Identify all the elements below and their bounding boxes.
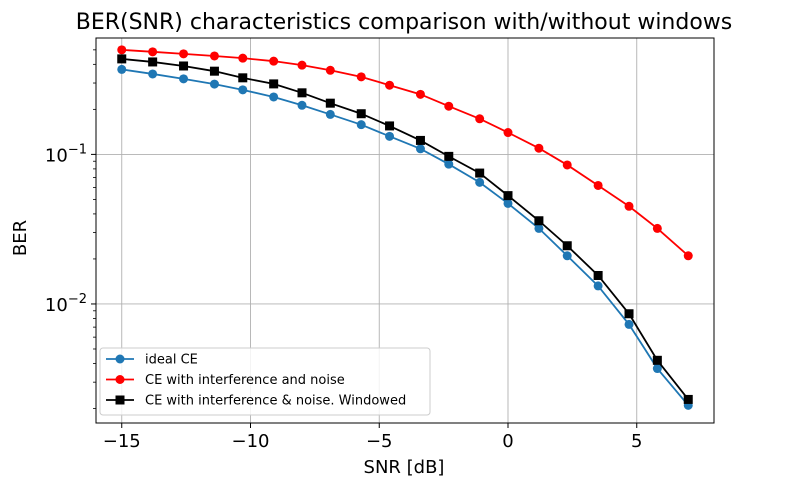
data-point	[652, 355, 662, 365]
legend-box	[99, 347, 431, 416]
data-point	[356, 109, 366, 119]
data-point	[475, 114, 485, 124]
data-point	[209, 79, 219, 89]
ticks-layer: −15 −10 −5 0 5 10−1 10−2	[45, 49, 642, 452]
data-point	[593, 281, 603, 291]
series-2	[117, 45, 693, 261]
data-point	[269, 79, 279, 89]
x-tick-label: −10	[232, 431, 270, 452]
legend-marker	[115, 354, 125, 364]
data-point	[534, 216, 544, 226]
data-point	[297, 88, 307, 98]
series-1	[117, 64, 693, 410]
data-point	[503, 191, 513, 201]
data-point	[534, 143, 544, 153]
data-point	[652, 223, 662, 233]
data-point	[562, 241, 572, 251]
x-axis-label: SNR [dB]	[364, 457, 445, 478]
data-point	[356, 72, 366, 82]
legend-entry: ideal CE	[106, 353, 198, 368]
series-layer	[117, 45, 693, 410]
y-tick-label: 10−2	[45, 292, 87, 316]
data-point	[209, 66, 219, 76]
legend-entry: CE with interference & noise. Windowed	[106, 394, 406, 409]
data-point	[269, 92, 279, 102]
legend-marker	[115, 375, 125, 384]
data-point	[415, 135, 425, 145]
data-point	[624, 309, 634, 319]
data-point	[475, 168, 485, 178]
data-point	[269, 56, 279, 66]
data-point	[148, 57, 158, 67]
data-point	[117, 54, 127, 64]
data-point	[562, 251, 572, 261]
data-point	[415, 89, 425, 99]
data-point	[117, 64, 127, 74]
data-point	[593, 180, 603, 190]
legend: ideal CE CE with interference and noise CE…	[99, 347, 431, 416]
data-point	[179, 61, 189, 71]
plot-area-frame	[95, 37, 715, 424]
legend-entry: CE with interference and noise	[106, 373, 345, 388]
x-tick-label: 5	[631, 431, 642, 452]
data-point	[356, 120, 366, 130]
data-point	[117, 45, 127, 55]
data-point	[325, 65, 335, 75]
series-line	[121, 68, 689, 406]
data-point	[593, 270, 603, 280]
data-point	[683, 251, 693, 261]
series-3	[117, 54, 693, 404]
data-point	[444, 101, 454, 111]
data-point	[385, 80, 395, 90]
data-point	[325, 98, 335, 108]
data-point	[503, 198, 513, 208]
y-axis-label: BER	[10, 220, 31, 256]
data-point	[562, 160, 572, 170]
x-tick-label: −5	[366, 431, 393, 452]
data-point	[238, 53, 248, 63]
data-point	[624, 319, 634, 329]
data-point	[683, 394, 693, 404]
legend-label: CE with interference & noise. Windowed	[145, 394, 406, 409]
data-point	[624, 201, 634, 211]
series-line	[121, 57, 689, 400]
data-point	[148, 69, 158, 79]
data-point	[385, 121, 395, 131]
data-point	[297, 100, 307, 110]
legend-label: CE with interference and noise	[145, 373, 345, 388]
x-tick-label: −15	[103, 431, 141, 452]
data-point	[444, 151, 454, 161]
legend-marker	[115, 395, 125, 405]
data-point	[652, 364, 662, 374]
data-point	[148, 47, 158, 57]
data-point	[238, 85, 248, 95]
data-point	[238, 73, 248, 83]
grid-layer	[96, 38, 714, 423]
data-point	[179, 74, 189, 84]
data-point	[415, 144, 425, 154]
data-point	[503, 128, 513, 138]
data-point	[209, 51, 219, 61]
data-point	[297, 60, 307, 70]
y-tick-label: 10−1	[45, 142, 87, 166]
x-tick-label: 0	[502, 431, 513, 452]
data-point	[385, 131, 395, 141]
legend-label: ideal CE	[145, 353, 198, 368]
data-point	[179, 49, 189, 59]
series-line	[121, 48, 689, 257]
data-point	[534, 223, 544, 233]
data-point	[475, 177, 485, 187]
chart-title: BER(SNR) characteristics comparison with…	[76, 10, 733, 35]
data-point	[444, 159, 454, 169]
data-point	[325, 109, 335, 119]
